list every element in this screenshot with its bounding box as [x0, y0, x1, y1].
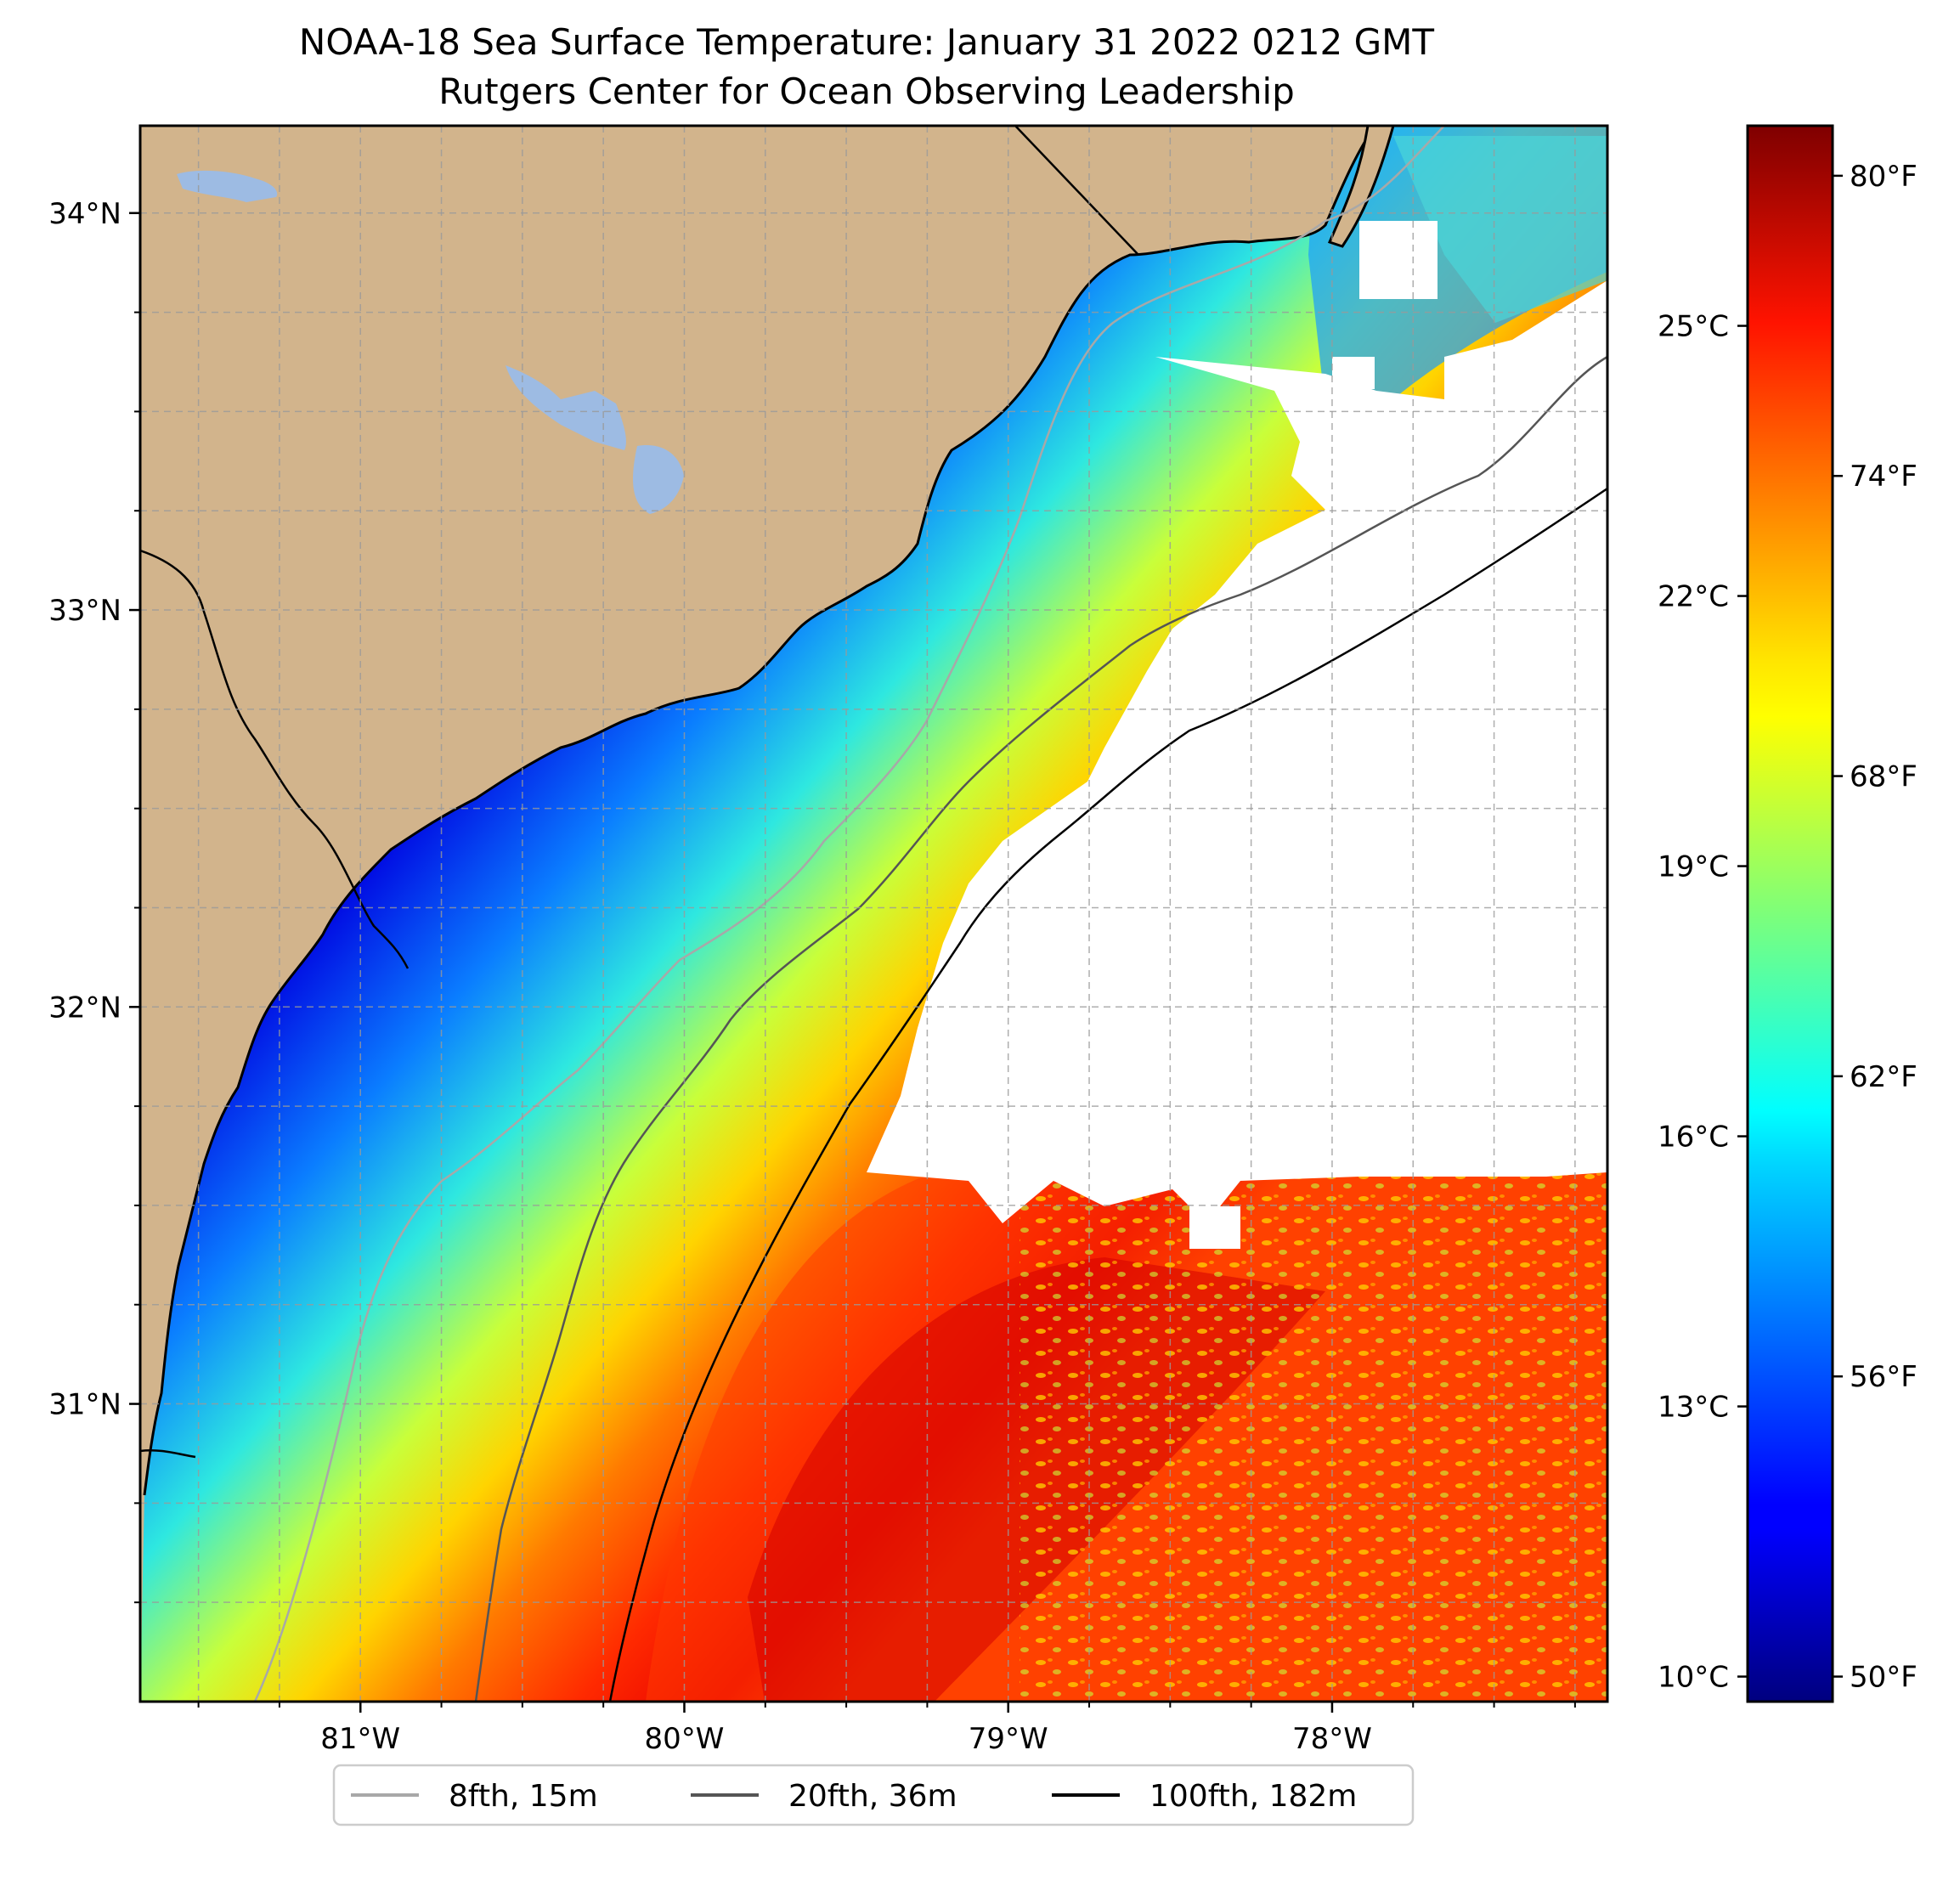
isobath-8fth-15m — [253, 126, 1445, 1702]
chart-subtitle: Rutgers Center for Ocean Observing Leade… — [438, 71, 1295, 112]
state-border-sc-ga — [140, 549, 410, 969]
legend-label-100fth: 100fth, 182m — [1149, 1779, 1357, 1814]
y-tick-label: 34°N — [48, 197, 121, 231]
lake-marion — [506, 365, 626, 450]
cloud-gap-north — [1359, 221, 1438, 299]
lake-moultrie — [633, 445, 684, 514]
isobath-20fth-36m — [474, 355, 1607, 1702]
colorbar-gradient — [1748, 126, 1833, 1702]
colorbar-frame — [1746, 124, 1834, 1703]
x-tick-label: 81°W — [320, 1722, 400, 1756]
colorbar-fahrenheit-label: 68°F — [1850, 760, 1918, 794]
colorbar: 10°C 13°C 16°C 19°C 22°C 25°C 50°F 56°F 62°F 68°F… — [1658, 124, 1918, 1703]
northern-offshore-water — [1393, 136, 1607, 323]
y-tick-label: 31°N — [48, 1388, 121, 1422]
colorbar-ticks: 10°C 13°C 16°C 19°C 22°C 25°C 50°F 56°F 62°F 68°F… — [1658, 160, 1918, 1695]
y-tick-label: 33°N — [48, 594, 121, 628]
colorbar-fahrenheit-label: 74°F — [1850, 460, 1918, 494]
chart-title: NOAA-18 Sea Surface Temperature: January… — [299, 21, 1435, 63]
colorbar-fahrenheit-label: 62°F — [1850, 1060, 1918, 1094]
x-tick-label: 78°W — [1292, 1722, 1372, 1756]
sst-speckle-texture — [1020, 1172, 1607, 1702]
colorbar-celsius-label: 13°C — [1658, 1391, 1729, 1425]
lake-mattamuskeet — [177, 170, 278, 202]
land-mass — [140, 126, 1376, 1702]
isobath-100fth-182m — [608, 487, 1607, 1702]
state-border-nc-sc — [1014, 126, 1139, 256]
x-tick-label: 79°W — [969, 1722, 1048, 1756]
barrier-island — [1327, 126, 1395, 248]
x-tick-label: 80°W — [645, 1722, 725, 1756]
colorbar-celsius-label: 19°C — [1658, 850, 1729, 884]
cloud-gap-south — [1189, 1206, 1240, 1249]
colorbar-celsius-label: 10°C — [1658, 1661, 1729, 1695]
colorbar-celsius-label: 25°C — [1658, 310, 1729, 344]
legend-label-20fth: 20fth, 36m — [788, 1779, 957, 1814]
isobath-legend: 8fth, 15m 20fth, 36m 100fth, 182m — [332, 1764, 1415, 1826]
map-gridlines — [140, 126, 1607, 1702]
cloud-no-data-region — [867, 280, 1607, 1223]
colorbar-fahrenheit-label: 56°F — [1850, 1360, 1918, 1394]
legend-box — [332, 1764, 1415, 1826]
coastline — [143, 126, 1378, 1496]
colorbar-fahrenheit-label: 80°F — [1850, 160, 1918, 194]
y-tick-label: 32°N — [48, 991, 121, 1025]
colorbar-fahrenheit-label: 50°F — [1850, 1661, 1918, 1695]
cloud-gap — [1332, 357, 1375, 389]
map-frame — [138, 124, 1609, 1703]
map-axis-ticks: 81°W 80°W 79°W 78°W 34°N 33°N 32°N 31°N — [48, 197, 1576, 1756]
legend-label-8fth: 8fth, 15m — [449, 1779, 598, 1814]
state-border-ga-fl — [140, 1449, 196, 1459]
colorbar-celsius-label: 16°C — [1658, 1121, 1729, 1155]
map-panel — [140, 126, 1607, 1702]
colorbar-celsius-label: 22°C — [1658, 580, 1729, 614]
